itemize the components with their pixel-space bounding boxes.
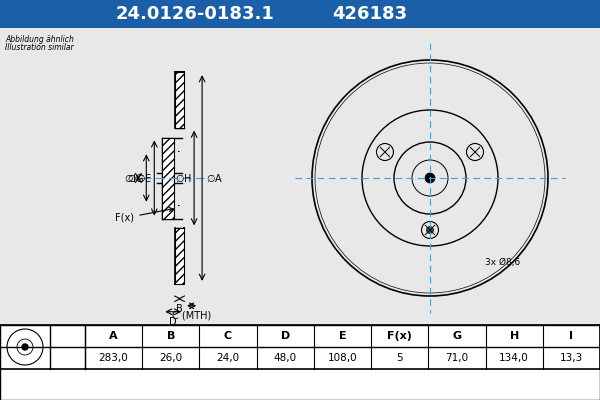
Text: C (MTH): C (MTH)	[172, 311, 212, 321]
Text: 71,0: 71,0	[445, 353, 469, 363]
Text: B: B	[167, 331, 175, 341]
Text: 426183: 426183	[332, 5, 407, 23]
Text: 3x Ø8,6: 3x Ø8,6	[485, 258, 520, 267]
Text: $\varnothing$A: $\varnothing$A	[206, 172, 223, 184]
Text: $\varnothing$G: $\varnothing$G	[127, 172, 144, 184]
Text: 108,0: 108,0	[328, 353, 358, 363]
Text: E: E	[338, 331, 346, 341]
Bar	[0, 0, 600, 28]
Circle shape	[427, 226, 433, 234]
Text: B: B	[176, 304, 183, 314]
Bar	[162, 138, 174, 218]
Bar	[175, 228, 184, 284]
Text: 13,3: 13,3	[560, 353, 583, 363]
Text: F(x): F(x)	[387, 331, 412, 341]
Text: A: A	[109, 331, 118, 341]
Text: Illustration similar: Illustration similar	[5, 43, 74, 52]
Text: C: C	[224, 331, 232, 341]
Circle shape	[425, 173, 435, 183]
Text: H: H	[509, 331, 519, 341]
Text: 5: 5	[397, 353, 403, 363]
Text: 24.0126-0183.1: 24.0126-0183.1	[116, 5, 274, 23]
Text: 48,0: 48,0	[274, 353, 297, 363]
Text: Abbildung ähnlich: Abbildung ähnlich	[5, 35, 74, 44]
Text: $\varnothing$H: $\varnothing$H	[175, 172, 192, 184]
Text: D: D	[169, 317, 177, 327]
Text: 24,0: 24,0	[217, 353, 239, 363]
Text: 134,0: 134,0	[499, 353, 529, 363]
Text: $\varnothing$E: $\varnothing$E	[136, 172, 152, 184]
Text: 283,0: 283,0	[99, 353, 128, 363]
Text: G: G	[452, 331, 461, 341]
Text: $\varnothing$I: $\varnothing$I	[124, 172, 136, 184]
Text: I: I	[569, 331, 574, 341]
Bar	[0, 325, 600, 400]
Text: F(x): F(x)	[115, 208, 173, 223]
Bar	[175, 72, 184, 128]
Circle shape	[22, 344, 28, 350]
Text: 26,0: 26,0	[159, 353, 182, 363]
Text: D: D	[281, 331, 290, 341]
